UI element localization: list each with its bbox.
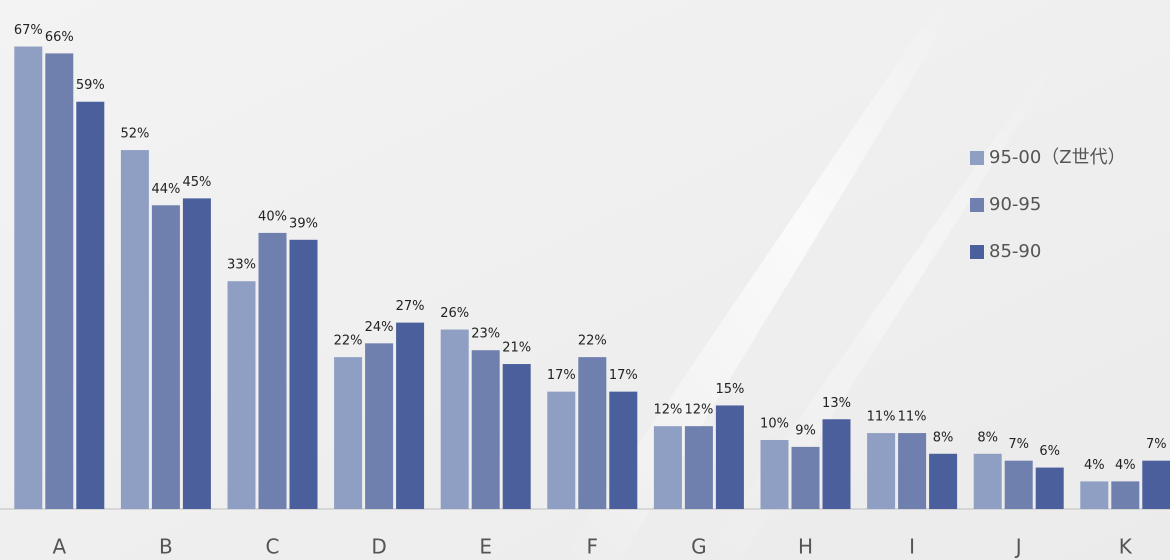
value-label: 26% [440,306,469,321]
bar [471,350,500,509]
light-streak [560,0,960,560]
value-label: 66% [45,30,74,45]
bar [1142,460,1170,509]
value-label: 21% [502,341,531,356]
legend-label: 90-95 [989,194,1041,215]
x-tick-label: G [691,535,707,559]
value-label: 23% [471,327,500,342]
x-tick-label: J [1014,535,1022,559]
value-label: 44% [151,182,180,197]
bar [609,391,638,509]
value-label: 8% [977,430,998,445]
value-label: 7% [1008,437,1029,452]
value-label: 45% [182,175,211,190]
value-label: 12% [653,403,682,418]
bar [867,433,896,509]
legend-label: 85-90 [989,241,1041,262]
value-label: 12% [684,403,713,418]
bar [1004,460,1033,509]
bar [578,357,607,509]
x-tick-label: C [266,535,280,559]
x-tick-label: D [371,535,386,559]
bar [1111,481,1140,509]
bar [258,232,287,509]
x-tick-label: I [909,535,915,559]
bar [365,343,394,509]
light-streak [700,60,1060,560]
value-label: 22% [578,334,607,349]
bar [76,101,105,509]
bar [14,46,43,510]
x-tick-label: E [479,535,492,559]
x-tick-label: K [1119,535,1133,559]
bar [822,419,851,509]
bar [120,150,149,510]
legend-swatch [970,198,984,212]
x-tick-label: B [159,535,173,559]
bar [715,405,744,509]
legend-swatch [970,245,984,259]
value-label: 11% [867,410,896,425]
bar [973,453,1002,509]
value-label: 17% [609,368,638,383]
bar [929,453,958,509]
value-label: 9% [795,423,816,438]
bar [440,329,469,509]
value-label: 17% [547,368,576,383]
value-label: 59% [76,78,105,93]
value-label: 4% [1084,458,1105,473]
value-label: 6% [1039,444,1060,459]
value-label: 11% [898,410,927,425]
bar [684,426,713,509]
bar [151,205,180,509]
bar [334,357,363,509]
legend-label: 95-00（Z世代） [989,147,1126,168]
bar [653,426,682,509]
value-label: 33% [227,258,256,273]
value-label: 52% [120,127,149,142]
value-label: 24% [365,320,394,335]
value-label: 7% [1146,437,1167,452]
bar [898,433,927,509]
value-label: 13% [822,396,851,411]
x-tick-label: H [798,535,813,559]
value-label: 40% [258,209,287,224]
value-label: 15% [715,382,744,397]
bar [1080,481,1109,509]
value-label: 22% [334,334,363,349]
bar [502,364,531,509]
bar [547,391,576,509]
bar [227,281,256,509]
bar [396,322,425,509]
bar [182,198,211,509]
bar [1035,467,1064,509]
x-tick-label: A [52,535,66,559]
value-label: 10% [760,416,789,431]
bar [760,439,789,509]
value-label: 4% [1115,458,1136,473]
value-label: 39% [289,216,318,231]
bar [45,53,74,510]
bar [289,239,318,509]
bar [791,446,820,509]
x-tick-label: F [587,535,599,559]
value-label: 67% [14,23,43,38]
legend-swatch [970,151,984,165]
value-label: 27% [396,299,425,314]
value-label: 8% [933,430,954,445]
